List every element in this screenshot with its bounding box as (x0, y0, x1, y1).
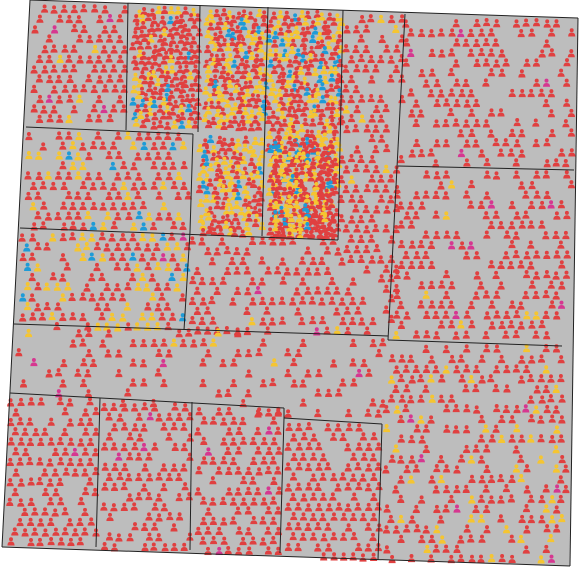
wall-segment (387, 339, 563, 347)
wall-segment (279, 417, 285, 554)
wall-segment (377, 423, 383, 561)
wall-segment (13, 323, 389, 337)
wall-segment (183, 231, 191, 331)
wall-segment (397, 165, 575, 171)
wall-segment (189, 401, 193, 551)
wall-segment (19, 227, 339, 241)
wall-segment (387, 13, 406, 341)
wall-segment (261, 6, 269, 237)
wall-segment (95, 397, 101, 548)
wall-segment (283, 417, 383, 425)
wall-segment (197, 4, 201, 133)
wall-segment (125, 2, 129, 131)
wall-segment (1, 546, 571, 567)
wall-segment (9, 392, 285, 409)
wall-segment (337, 9, 344, 241)
wall-segment (1, 0, 31, 548)
wall-segment (569, 17, 579, 567)
wall-segment (25, 126, 194, 135)
wall-segment (29, 0, 579, 19)
wall-segment (189, 133, 194, 233)
